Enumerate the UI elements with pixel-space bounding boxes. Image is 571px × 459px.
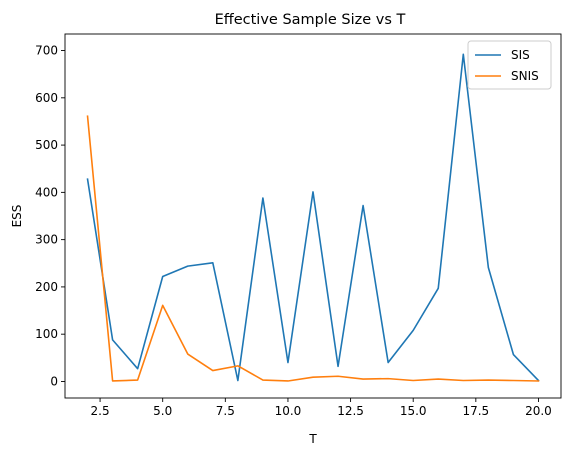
y-axis-label: ESS	[10, 205, 24, 228]
plot-frame	[64, 33, 562, 399]
y-tick-label: 0	[50, 374, 58, 388]
x-tick-label: 12.5	[337, 404, 364, 418]
x-tick-label: 5.0	[153, 404, 172, 418]
y-tick-label: 600	[35, 91, 58, 105]
legend: SIS SNIS	[467, 40, 552, 90]
x-tick-label: 10.0	[275, 404, 302, 418]
series-layer	[86, 53, 540, 382]
y-tick-label: 500	[35, 138, 58, 152]
axes-layer: 2.5 5.0 7.5 10.0 12.5 15.0 17.5 20.0 0 100 200 300 4…	[35, 33, 562, 418]
y-tick-label: 400	[35, 185, 58, 199]
legend-label-sis: SIS	[511, 48, 530, 62]
x-axis-label: T	[308, 432, 317, 446]
y-tick-label: 700	[35, 44, 58, 58]
y-tick-label: 300	[35, 233, 58, 247]
series-line-sis	[86, 53, 540, 382]
x-tick-label: 15.0	[400, 404, 427, 418]
x-tick-label: 2.5	[91, 404, 110, 418]
legend-label-snis: SNIS	[511, 69, 539, 83]
x-tick-label: 17.5	[462, 404, 489, 418]
x-tick-label: 20.0	[525, 404, 552, 418]
y-tick-label: 200	[35, 280, 58, 294]
x-tick-label: 7.5	[216, 404, 235, 418]
y-tick-label: 100	[35, 327, 58, 341]
chart-title: Effective Sample Size vs T	[215, 12, 406, 28]
series-line-snis	[86, 115, 540, 382]
legend-box	[467, 40, 552, 90]
